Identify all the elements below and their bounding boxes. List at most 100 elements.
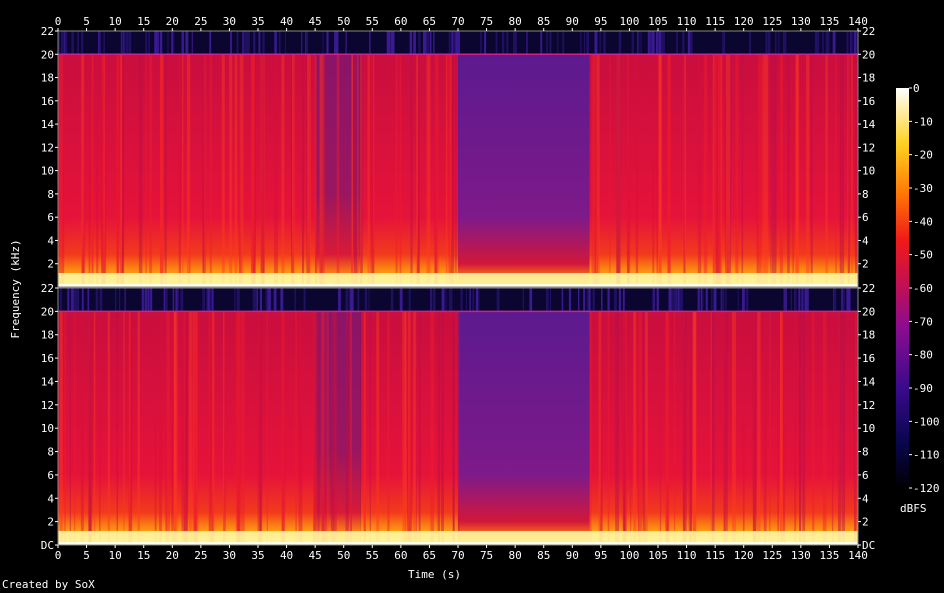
ultrasonic-streak <box>430 288 432 312</box>
transient-streak <box>848 54 850 287</box>
low-frequency-band <box>58 273 858 287</box>
colorbar-tick-label: -50 <box>913 249 933 262</box>
ultrasonic-streak <box>705 288 708 312</box>
ultrasonic-streak <box>390 288 394 312</box>
transient-streak <box>683 54 686 287</box>
ultrasonic-streak <box>496 288 500 312</box>
ultrasonic-streak <box>453 31 455 55</box>
ultrasonic-streak <box>448 288 451 312</box>
transient-streak <box>313 311 317 545</box>
colorbar-unit: dBFS <box>900 502 927 515</box>
y-tick-label: 20 <box>862 48 875 61</box>
transient-streak <box>137 311 140 545</box>
ultrasonic-streak <box>147 288 150 312</box>
ultrasonic-streak <box>681 288 683 312</box>
transient-streak <box>154 311 157 545</box>
y-tick-label: 4 <box>47 234 54 247</box>
x-tick-label: 50 <box>337 15 350 28</box>
transient-streak <box>195 311 197 545</box>
ultrasonic-streak <box>441 288 445 312</box>
transient-streak <box>96 54 99 287</box>
transient-streak <box>644 311 648 545</box>
transient-streak <box>656 54 658 287</box>
transient-streak <box>80 311 84 545</box>
transient-streak <box>665 311 669 545</box>
ultrasonic-streak <box>506 31 509 55</box>
transient-streak <box>350 311 352 545</box>
x-tick-label: 85 <box>537 15 550 28</box>
ultrasonic-streak <box>700 288 703 312</box>
ultrasonic-streak <box>391 31 395 55</box>
ultrasonic-streak <box>803 288 806 312</box>
transient-streak <box>741 54 744 287</box>
transient-streak <box>724 311 728 545</box>
transient-streak <box>138 54 143 287</box>
transient-streak <box>630 311 632 545</box>
ultrasonic-streak <box>259 288 263 312</box>
ultrasonic-streak <box>426 31 430 55</box>
ultrasonic-streak <box>273 288 276 312</box>
transient-streak <box>452 311 455 545</box>
ultrasonic-streak <box>128 31 131 55</box>
ultrasonic-streak <box>418 31 421 55</box>
transient-streak <box>637 311 640 545</box>
ultrasonic-streak <box>86 288 90 312</box>
transient-streak <box>116 311 119 545</box>
transient-streak <box>330 311 335 545</box>
transient-streak <box>116 54 119 287</box>
transient-streak <box>450 54 452 287</box>
ultrasonic-streak <box>304 288 306 312</box>
ultrasonic-streak <box>790 288 793 312</box>
transient-streak <box>181 311 185 545</box>
ultrasonic-streak <box>144 288 146 312</box>
transient-streak <box>209 54 212 287</box>
ultrasonic-streak <box>651 31 654 55</box>
transient-streak <box>851 54 853 287</box>
transient-streak <box>717 54 722 287</box>
y-tick-label: 6 <box>862 469 869 482</box>
ultrasonic-streak <box>73 288 76 312</box>
transient-streak <box>693 311 697 545</box>
transient-streak <box>119 54 123 287</box>
transient-streak <box>145 54 147 287</box>
x-tick-label: 105 <box>648 549 668 562</box>
transient-streak <box>690 311 692 545</box>
transient-streak <box>116 54 119 287</box>
x-tick-label: 35 <box>251 549 264 562</box>
transient-streak <box>319 54 323 287</box>
ultrasonic-streak <box>807 288 809 312</box>
x-tick-label: 50 <box>337 549 350 562</box>
transient-streak <box>260 54 264 287</box>
ultrasonic-streak <box>167 31 169 55</box>
transient-streak <box>435 54 438 287</box>
transient-streak <box>257 311 262 545</box>
ultrasonic-streak <box>798 288 801 312</box>
ultrasonic-streak <box>595 31 598 55</box>
x-tick-label: 140 <box>848 15 868 28</box>
ultrasonic-streak <box>159 31 163 55</box>
transient-streak <box>635 54 639 287</box>
y-tick-label: 10 <box>862 165 875 178</box>
ultrasonic-streak <box>647 31 650 55</box>
ultrasonic-streak <box>236 31 239 55</box>
ultrasonic-streak <box>649 31 651 55</box>
transient-streak <box>413 311 416 545</box>
transient-streak <box>437 311 441 545</box>
transient-streak <box>763 311 766 545</box>
transient-streak <box>725 54 729 287</box>
ultrasonic-streak <box>157 31 159 55</box>
transient-streak <box>683 54 686 287</box>
y-tick-label: 20 <box>41 305 54 318</box>
transient-streak <box>853 311 857 545</box>
transient-streak <box>107 311 110 545</box>
ultrasonic-streak <box>351 288 354 312</box>
transient-streak <box>165 311 167 545</box>
transient-streak <box>787 54 790 287</box>
transient-streak <box>712 54 715 287</box>
ultrasonic-streak <box>465 288 467 312</box>
ultrasonic-streak <box>150 288 153 312</box>
ultrasonic-streak <box>450 31 453 55</box>
segment-quieter <box>315 54 361 287</box>
ultrasonic-streak <box>697 288 700 312</box>
